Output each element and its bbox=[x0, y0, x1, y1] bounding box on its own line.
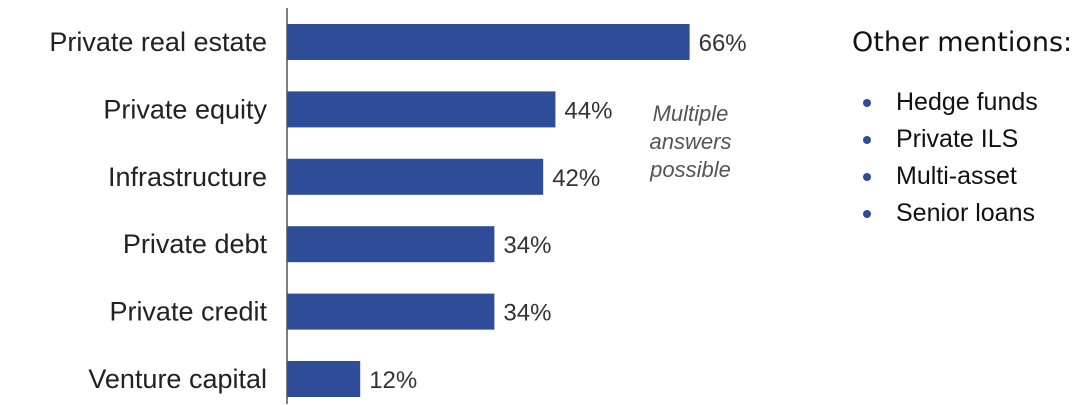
bullet-icon bbox=[863, 136, 871, 144]
value-label: 34% bbox=[503, 232, 551, 259]
list-item: Hedge funds bbox=[852, 84, 1087, 121]
annotation-line-1: Multiple bbox=[652, 101, 729, 126]
list-item: Senior loans bbox=[852, 195, 1087, 232]
annotation-line-2: answers bbox=[649, 129, 732, 154]
category-label: Infrastructure bbox=[108, 162, 267, 192]
list-item-label: Senior loans bbox=[896, 199, 1035, 227]
value-label: 34% bbox=[503, 300, 551, 327]
list-item-label: Private ILS bbox=[896, 125, 1019, 153]
bullet-icon bbox=[863, 99, 871, 107]
annotation-line-3: possible bbox=[650, 157, 731, 182]
list-item-label: Hedge funds bbox=[896, 88, 1038, 116]
bar bbox=[287, 226, 495, 263]
category-label: Private real estate bbox=[49, 27, 267, 57]
other-mentions-list: Hedge funds Private ILS Multi-asset Seni… bbox=[852, 84, 1087, 232]
list-item: Private ILS bbox=[852, 121, 1087, 158]
bar bbox=[287, 361, 361, 397]
bullet-icon bbox=[863, 173, 871, 181]
bar bbox=[287, 293, 495, 330]
other-mentions-panel: Other mentions: Hedge funds Private ILS … bbox=[852, 24, 1087, 232]
bar bbox=[287, 91, 556, 128]
value-label: 42% bbox=[552, 165, 600, 192]
category-label: Private debt bbox=[123, 229, 268, 259]
value-label: 12% bbox=[369, 367, 417, 394]
bar bbox=[287, 24, 690, 60]
category-label: Venture capital bbox=[88, 364, 267, 394]
annotation-multiple-answers: Multiple answers possible bbox=[623, 100, 758, 184]
category-label: Private equity bbox=[103, 94, 267, 124]
labels-group: Private real estate 66% Private equity 44% I… bbox=[49, 27, 746, 394]
value-label: 66% bbox=[699, 30, 747, 57]
list-item-label: Multi-asset bbox=[896, 162, 1017, 190]
bar bbox=[287, 158, 544, 195]
bullet-icon bbox=[863, 210, 871, 218]
value-label: 44% bbox=[564, 97, 612, 124]
other-mentions-title: Other mentions: bbox=[852, 27, 1073, 58]
list-item: Multi-asset bbox=[852, 158, 1087, 195]
category-label: Private credit bbox=[109, 297, 267, 327]
bars-group bbox=[287, 24, 690, 397]
